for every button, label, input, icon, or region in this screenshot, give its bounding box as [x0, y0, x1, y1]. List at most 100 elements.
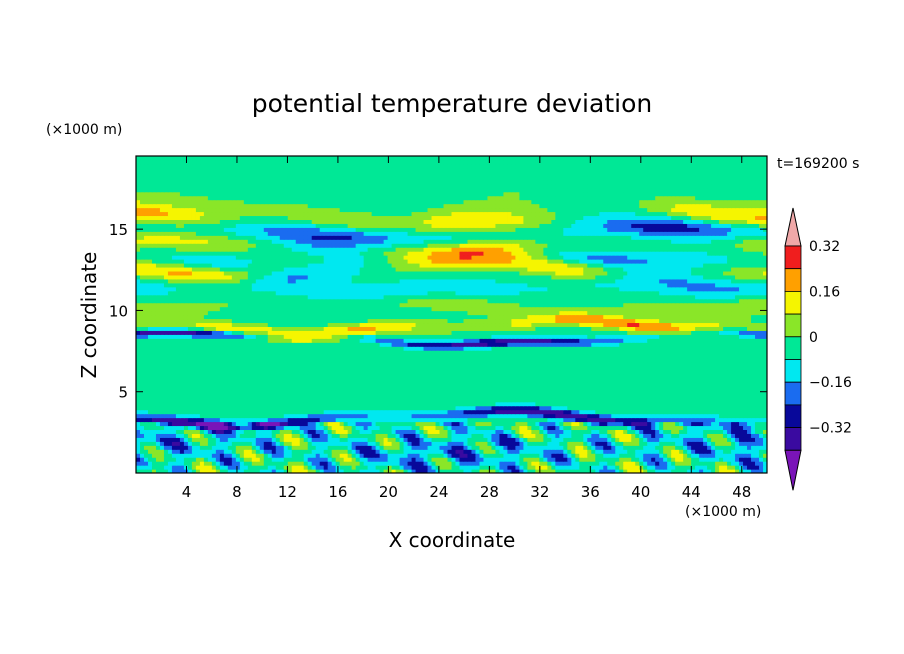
- field-cell: [703, 354, 708, 359]
- field-cell: [559, 350, 564, 355]
- field-cell: [699, 437, 704, 442]
- field-cell: [603, 377, 608, 383]
- field-cell: [603, 429, 608, 434]
- field-cell: [671, 429, 676, 434]
- field-cell: [555, 369, 560, 375]
- field-cell: [136, 373, 141, 379]
- field-cell: [407, 389, 413, 395]
- field-cell: [387, 461, 393, 466]
- field-cell: [583, 369, 588, 375]
- field-cell: [199, 358, 205, 363]
- field-cell: [571, 453, 576, 458]
- field-cell: [295, 373, 301, 379]
- field-cell: [531, 354, 536, 359]
- field-cell: [471, 401, 477, 407]
- field-cell: [203, 389, 209, 395]
- field-cell: [335, 401, 341, 407]
- field-cell: [623, 449, 628, 454]
- field-cell: [355, 425, 361, 431]
- field-cell: [427, 405, 433, 411]
- field-cell: [239, 405, 245, 411]
- field-cell: [419, 381, 425, 387]
- field-cell: [575, 366, 580, 371]
- field-cell: [423, 393, 429, 399]
- field-cell: [675, 445, 680, 450]
- field-cell: [435, 465, 441, 470]
- field-cell: [203, 397, 209, 403]
- field-cell: [535, 393, 540, 399]
- field-cell: [231, 433, 237, 438]
- field-cell: [695, 377, 700, 383]
- field-cell: [459, 449, 465, 454]
- field-cell: [371, 405, 377, 411]
- field-cell: [743, 385, 748, 391]
- field-cell: [467, 433, 473, 438]
- field-cell: [631, 381, 636, 387]
- field-cell: [311, 350, 317, 355]
- field-cell: [319, 465, 325, 470]
- field-cell: [631, 362, 636, 367]
- field-cell: [655, 385, 660, 391]
- field-cell: [139, 377, 145, 383]
- field-cell: [435, 373, 441, 379]
- field-cell: [347, 389, 353, 395]
- field-cell: [143, 346, 149, 351]
- field-cell: [199, 437, 205, 442]
- field-cell: [475, 457, 481, 462]
- field-cell: [455, 362, 461, 367]
- field-cell: [463, 389, 469, 395]
- field-cell: [467, 469, 473, 473]
- field-cell: [463, 405, 469, 411]
- field-cell: [391, 449, 397, 454]
- field-cell: [599, 369, 604, 375]
- field-cell: [739, 441, 744, 446]
- field-cell: [263, 377, 269, 383]
- field-cell: [751, 401, 756, 407]
- field-cell: [687, 445, 692, 450]
- field-cell: [291, 401, 297, 407]
- field-cell: [351, 437, 357, 442]
- field-cell: [427, 377, 433, 383]
- field-cell: [315, 385, 321, 391]
- field-cell: [515, 397, 520, 403]
- field-cell: [227, 346, 233, 351]
- field-cell: [535, 457, 540, 462]
- field-cell: [651, 409, 656, 415]
- field-cell: [503, 405, 509, 411]
- field-cell: [343, 381, 349, 387]
- field-cell: [379, 354, 385, 359]
- field-cell: [679, 449, 684, 454]
- field-cell: [655, 469, 660, 473]
- field-cell: [511, 417, 516, 423]
- field-cell: [659, 397, 664, 403]
- field-cell: [595, 413, 600, 419]
- field-cell: [647, 354, 652, 359]
- field-cell: [159, 413, 165, 419]
- field-cell: [351, 425, 357, 431]
- field-cell: [311, 409, 317, 415]
- field-cell: [291, 453, 297, 458]
- field-cell: [635, 401, 640, 407]
- field-cell: [323, 413, 329, 419]
- field-cell: [159, 366, 165, 371]
- field-cell: [627, 445, 632, 450]
- field-cell: [699, 369, 704, 375]
- field-cell: [731, 366, 736, 371]
- field-cell: [455, 433, 461, 438]
- field-cell: [631, 437, 636, 442]
- field-cell: [539, 457, 544, 462]
- field-cell: [311, 381, 317, 387]
- field-cell: [511, 401, 516, 407]
- field-cell: [255, 346, 261, 351]
- field-cell: [291, 373, 297, 379]
- field-cell: [363, 469, 369, 473]
- field-cell: [319, 369, 325, 375]
- field-cell: [547, 461, 552, 466]
- field-cell: [243, 421, 249, 427]
- field-cell: [519, 413, 524, 419]
- field-cell: [543, 393, 548, 399]
- field-cell: [579, 449, 584, 454]
- field-cell: [359, 405, 365, 411]
- field-cell: [151, 362, 157, 367]
- field-cell: [543, 457, 548, 462]
